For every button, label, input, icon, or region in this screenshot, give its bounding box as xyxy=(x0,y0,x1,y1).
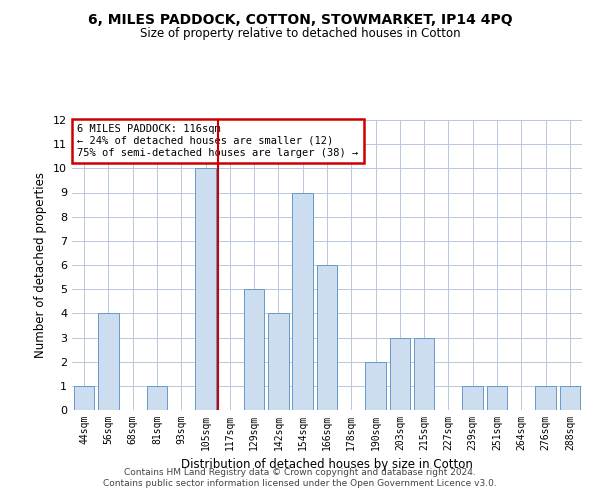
Text: 6, MILES PADDOCK, COTTON, STOWMARKET, IP14 4PQ: 6, MILES PADDOCK, COTTON, STOWMARKET, IP… xyxy=(88,12,512,26)
Bar xyxy=(365,362,386,410)
Bar xyxy=(292,192,313,410)
Bar xyxy=(389,338,410,410)
Bar xyxy=(487,386,508,410)
Bar xyxy=(244,289,265,410)
Bar xyxy=(268,314,289,410)
Bar xyxy=(98,314,119,410)
Bar xyxy=(535,386,556,410)
X-axis label: Distribution of detached houses by size in Cotton: Distribution of detached houses by size … xyxy=(181,458,473,471)
Bar xyxy=(74,386,94,410)
Text: Contains HM Land Registry data © Crown copyright and database right 2024.
Contai: Contains HM Land Registry data © Crown c… xyxy=(103,468,497,487)
Bar xyxy=(195,168,216,410)
Bar xyxy=(146,386,167,410)
Bar xyxy=(463,386,483,410)
Text: Size of property relative to detached houses in Cotton: Size of property relative to detached ho… xyxy=(140,28,460,40)
Y-axis label: Number of detached properties: Number of detached properties xyxy=(34,172,47,358)
Bar xyxy=(560,386,580,410)
Bar xyxy=(414,338,434,410)
Text: 6 MILES PADDOCK: 116sqm
← 24% of detached houses are smaller (12)
75% of semi-de: 6 MILES PADDOCK: 116sqm ← 24% of detache… xyxy=(77,124,358,158)
Bar xyxy=(317,265,337,410)
